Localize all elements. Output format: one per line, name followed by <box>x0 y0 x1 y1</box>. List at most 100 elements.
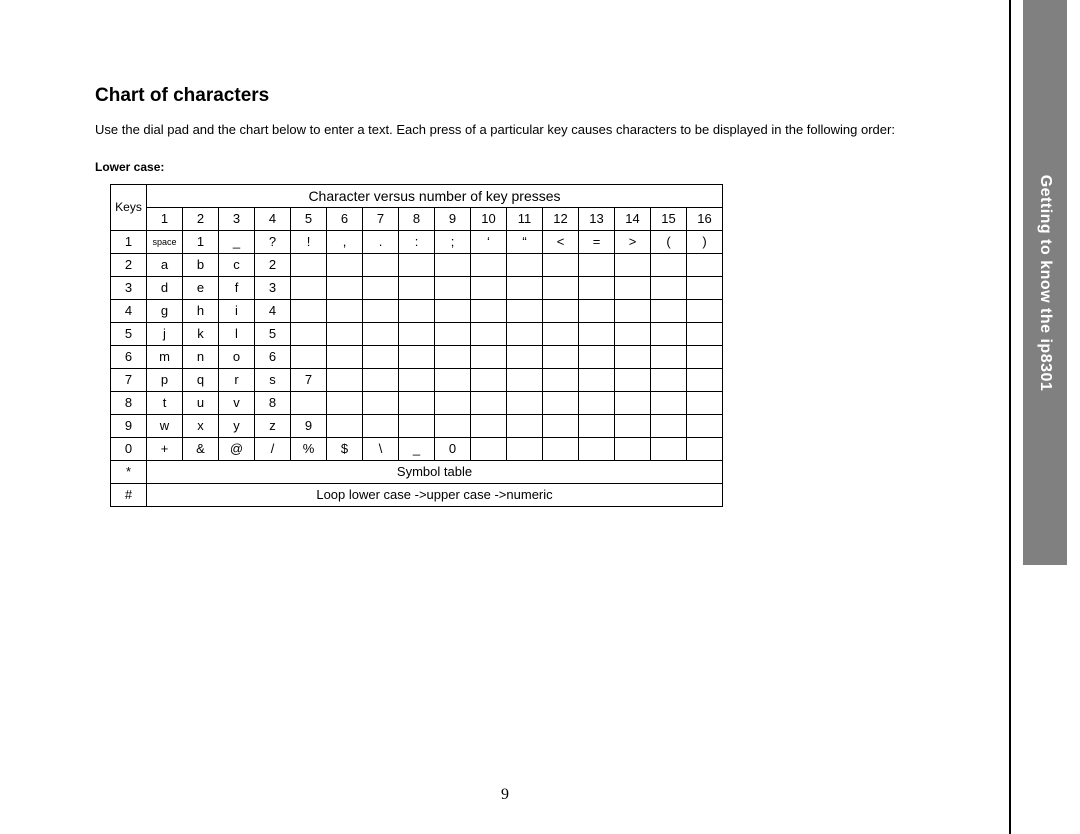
char-cell: i <box>219 299 255 322</box>
char-cell <box>507 253 543 276</box>
table-row: 1space1_?!,.:;‘“<=>() <box>111 230 723 253</box>
char-cell <box>579 391 615 414</box>
char-cell <box>399 276 435 299</box>
char-cell <box>507 368 543 391</box>
key-cell: 5 <box>111 322 147 345</box>
char-cell: ? <box>255 230 291 253</box>
char-cell <box>615 253 651 276</box>
char-cell <box>651 299 687 322</box>
char-cell: ; <box>435 230 471 253</box>
table-column-header: 15 <box>651 207 687 230</box>
char-cell <box>471 253 507 276</box>
char-cell <box>435 391 471 414</box>
char-cell <box>687 276 723 299</box>
char-cell <box>651 322 687 345</box>
char-cell <box>471 414 507 437</box>
char-cell: 9 <box>291 414 327 437</box>
char-cell <box>363 322 399 345</box>
char-cell <box>615 299 651 322</box>
span-cell: Loop lower case ->upper case ->numeric <box>147 483 723 506</box>
char-cell <box>615 322 651 345</box>
char-cell <box>615 437 651 460</box>
char-cell: < <box>543 230 579 253</box>
char-cell <box>543 345 579 368</box>
char-cell <box>543 368 579 391</box>
char-cell: “ <box>507 230 543 253</box>
char-cell <box>435 322 471 345</box>
char-cell <box>399 414 435 437</box>
char-cell <box>579 253 615 276</box>
char-cell: t <box>147 391 183 414</box>
char-cell <box>579 345 615 368</box>
char-cell: k <box>183 322 219 345</box>
char-cell: g <box>147 299 183 322</box>
char-cell <box>615 276 651 299</box>
char-cell <box>363 299 399 322</box>
char-cell <box>327 368 363 391</box>
char-cell <box>327 391 363 414</box>
char-cell: e <box>183 276 219 299</box>
table-caption: Lower case: <box>95 160 945 174</box>
char-cell <box>543 299 579 322</box>
char-cell <box>435 414 471 437</box>
key-cell: * <box>111 460 147 483</box>
char-cell: h <box>183 299 219 322</box>
char-cell <box>579 299 615 322</box>
char-cell: , <box>327 230 363 253</box>
content-area: Chart of characters Use the dial pad and… <box>95 85 945 507</box>
char-cell <box>507 299 543 322</box>
char-cell <box>687 322 723 345</box>
char-cell: $ <box>327 437 363 460</box>
char-cell <box>507 414 543 437</box>
char-cell <box>471 437 507 460</box>
char-cell <box>687 437 723 460</box>
char-cell: / <box>255 437 291 460</box>
char-cell <box>399 322 435 345</box>
table-row: 7pqrs7 <box>111 368 723 391</box>
key-cell: 8 <box>111 391 147 414</box>
key-cell: 4 <box>111 299 147 322</box>
char-cell <box>363 391 399 414</box>
char-cell <box>543 414 579 437</box>
char-cell: v <box>219 391 255 414</box>
char-cell <box>507 345 543 368</box>
char-cell <box>327 253 363 276</box>
table-row: 5jkl5 <box>111 322 723 345</box>
char-cell <box>687 345 723 368</box>
char-cell <box>435 368 471 391</box>
char-cell <box>291 391 327 414</box>
char-cell <box>615 368 651 391</box>
char-cell: u <box>183 391 219 414</box>
char-cell <box>687 253 723 276</box>
char-cell: x <box>183 414 219 437</box>
char-cell: ) <box>687 230 723 253</box>
char-cell <box>579 414 615 437</box>
char-cell: : <box>399 230 435 253</box>
table-header-span: Character versus number of key presses <box>147 184 723 207</box>
char-cell: @ <box>219 437 255 460</box>
char-cell: 8 <box>255 391 291 414</box>
char-cell <box>507 322 543 345</box>
char-cell <box>291 345 327 368</box>
char-cell: _ <box>219 230 255 253</box>
char-cell: 4 <box>255 299 291 322</box>
char-cell: ( <box>651 230 687 253</box>
char-cell <box>471 391 507 414</box>
char-cell <box>435 345 471 368</box>
table-column-header: 5 <box>291 207 327 230</box>
char-cell: _ <box>399 437 435 460</box>
char-cell <box>687 368 723 391</box>
intro-paragraph: Use the dial pad and the chart below to … <box>95 121 945 140</box>
char-cell <box>579 322 615 345</box>
chapter-tab-label: Getting to know the ip8301 <box>1036 174 1054 391</box>
character-table-wrap: KeysCharacter versus number of key press… <box>110 184 945 507</box>
char-cell: \ <box>363 437 399 460</box>
char-cell <box>507 437 543 460</box>
page-title: Chart of characters <box>95 85 945 107</box>
char-cell: 3 <box>255 276 291 299</box>
key-cell: 9 <box>111 414 147 437</box>
char-cell: = <box>579 230 615 253</box>
char-cell <box>651 276 687 299</box>
char-cell: m <box>147 345 183 368</box>
table-row: 8tuv8 <box>111 391 723 414</box>
